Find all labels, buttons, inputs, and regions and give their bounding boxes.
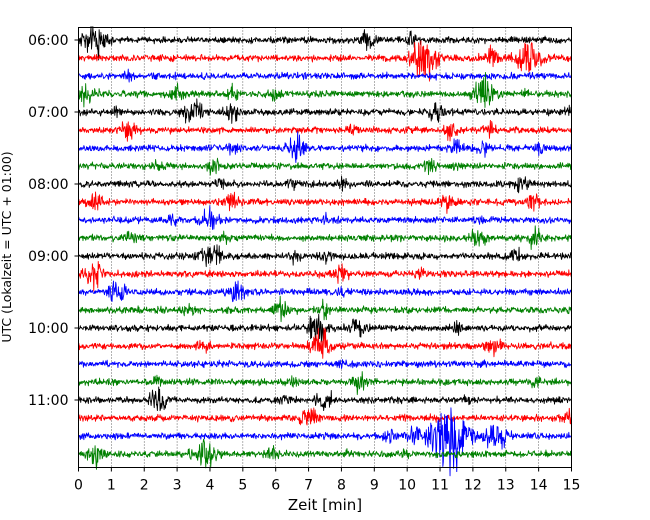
x-tick-label: 10 [398,478,416,494]
y-tick-label: 07:00 [28,105,68,121]
x-tick-label: 7 [304,478,313,494]
y-axis: 06:00 07:00 08:00 09:00 10:00 11:00 [28,33,79,409]
y-tick-label: 08:00 [28,177,68,193]
seismic-trace [78,407,572,426]
x-tick-label: 8 [337,478,346,494]
x-tick-label: 5 [238,478,247,494]
seismic-trace [78,327,572,359]
x-tick-label: 2 [140,478,149,494]
seismic-trace [78,175,572,194]
x-tick-label: 14 [530,478,548,494]
seismic-trace [78,205,572,230]
x-axis: 0 1 2 3 4 5 6 7 8 9 10 11 12 13 14 15 [74,467,581,494]
plot-frame [78,27,572,468]
x-tick-label: 15 [563,478,581,494]
seismic-trace [78,119,572,142]
seismic-trace [78,244,572,268]
x-axis-label: Zeit [min] [288,496,362,514]
seismic-trace [78,157,572,176]
x-tick-label: 3 [173,478,182,494]
seismic-trace [78,72,572,108]
traces-layer [78,26,572,477]
x-tick-label: 11 [431,478,449,494]
x-tick-label: 12 [464,478,482,494]
seismic-trace [78,295,572,323]
y-tick-label: 10:00 [28,321,68,337]
seismic-trace [78,371,572,396]
seismic-trace [78,68,572,83]
seismic-trace [78,225,572,250]
x-tick-label: 6 [271,478,280,494]
y-tick-label: 11:00 [28,393,68,409]
seismic-trace [78,40,572,82]
seismic-trace [78,438,572,470]
x-tick-label: 1 [107,478,116,494]
y-axis-label: UTC (Lokalzeit = UTC + 01:00) [0,151,14,342]
x-tick-label: 4 [206,478,215,494]
x-tick-label: 13 [497,478,515,494]
x-tick-label: 0 [74,478,83,494]
seismic-trace [78,131,572,164]
y-tick-label: 09:00 [28,249,68,265]
y-tick-label: 06:00 [28,33,68,49]
seismic-trace [78,261,572,292]
seismic-trace [78,386,572,412]
seismic-trace [78,98,572,124]
seismic-trace [78,280,572,303]
seismic-trace [78,26,572,61]
seismic-trace [78,407,572,477]
x-tick-label: 9 [370,478,379,494]
seismic-trace [78,359,572,370]
seismic-trace [78,191,572,214]
